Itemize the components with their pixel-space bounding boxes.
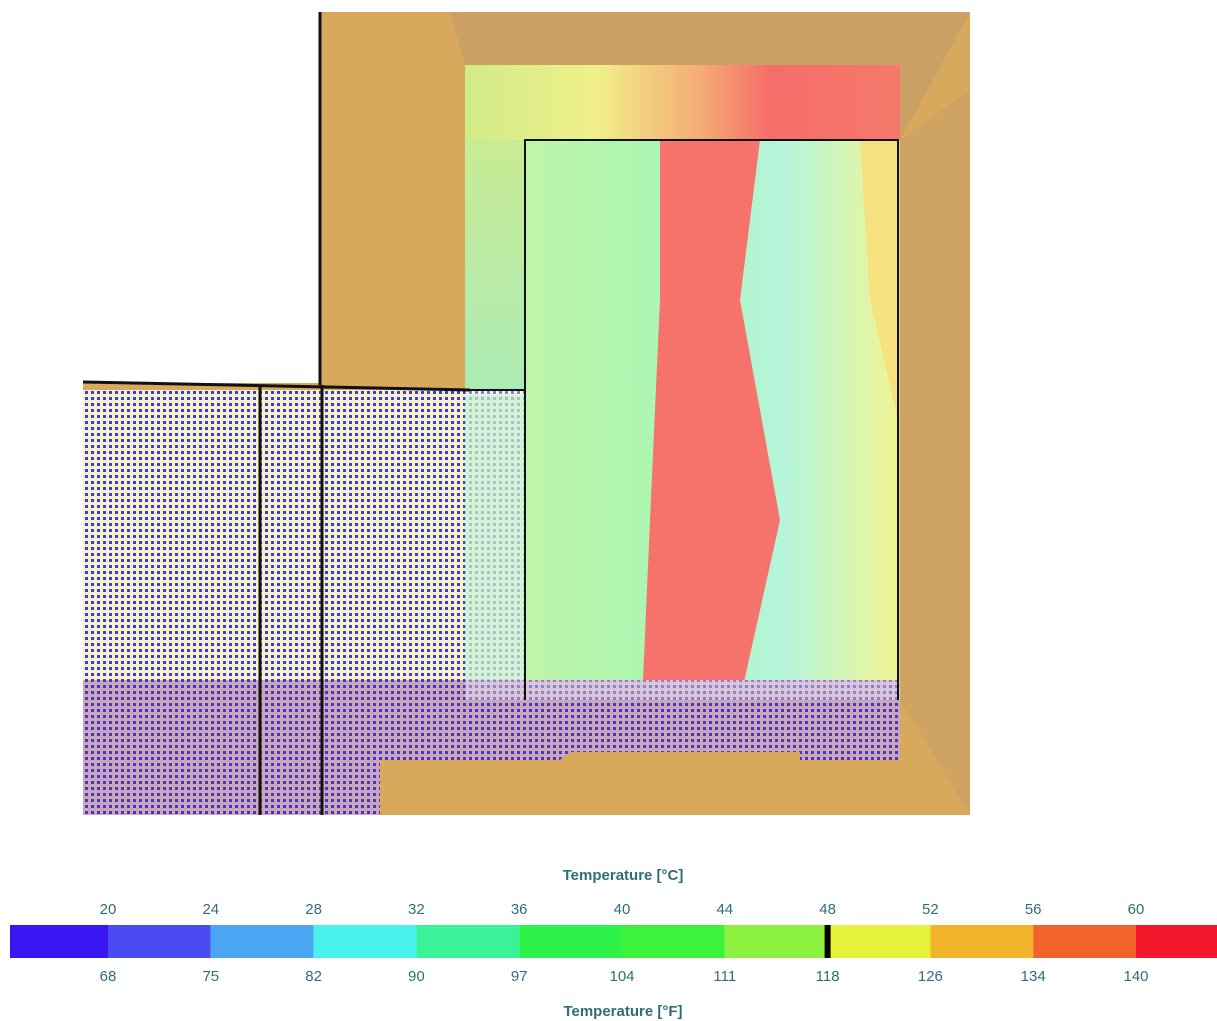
fahrenheit-tick-label: 126 [918,968,943,985]
fahrenheit-tick-label: 75 [202,968,219,985]
colorbar: Temperature [°C] Temperature [°F] 20 24 28… [10,867,1217,1020]
colorbar-segment [10,925,108,958]
fahrenheit-tick-label: 111 [713,968,736,985]
fahrenheit-tick-label: 140 [1123,968,1148,985]
colorbar-title-celsius: Temperature [°C] [563,867,684,884]
fahrenheit-tick-label: 68 [100,968,117,985]
fahrenheit-tick-label: 118 [816,968,840,985]
fahrenheit-tick-label: 90 [408,968,425,985]
fahrenheit-tick-label: 104 [609,968,634,985]
colorbar-segment [930,925,1034,958]
celsius-tick-label: 56 [1025,901,1042,918]
colorbar-segment [519,925,622,958]
colorbar-segment [313,925,417,958]
colorbar-segment [416,925,520,958]
celsius-tick-label: 48 [819,901,836,918]
fahrenheit-tick-label: 82 [305,968,322,985]
celsius-tick-label: 20 [100,901,117,918]
colorbar-segment [210,925,314,958]
scene [82,12,970,815]
colorbar-segment [1033,925,1136,958]
colorbar-segment [1136,925,1217,958]
colorbar-title-fahrenheit: Temperature [°F] [563,1003,682,1020]
colorbar-segment [827,925,931,958]
celsius-tick-label: 40 [614,901,631,918]
celsius-tick-label: 28 [305,901,322,918]
fahrenheit-tick-label: 97 [511,968,528,985]
colorbar-marker [824,925,831,958]
fahrenheit-tick-label: 134 [1021,968,1046,985]
celsius-tick-label: 36 [511,901,528,918]
celsius-tick-label: 32 [408,901,425,918]
celsius-tick-label: 44 [716,901,733,918]
celsius-tick-label: 52 [922,901,939,918]
colorbar-segment [724,925,828,958]
colorbar-segment [622,925,725,958]
celsius-tick-label: 24 [202,901,219,918]
colorbar-segment [108,925,211,958]
celsius-tick-label: 60 [1128,901,1145,918]
